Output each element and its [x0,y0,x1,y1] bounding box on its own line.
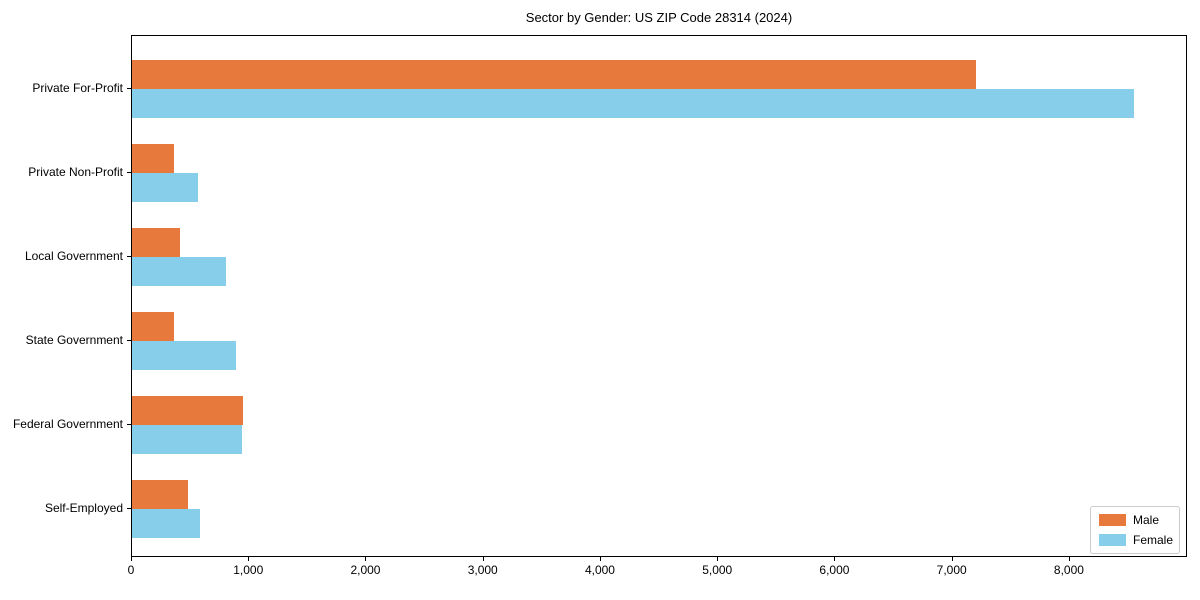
bar-male-4 [132,312,174,341]
x-tick-mark [1068,557,1070,561]
x-tick-mark [248,557,250,561]
bar-female-3 [132,257,226,286]
category-label-2: Private Non-Profit [28,165,123,179]
chart-title: Sector by Gender: US ZIP Code 28314 (202… [525,10,793,25]
x-tick-label-2000: 2,000 [350,563,381,577]
bar-male-5 [132,396,244,425]
bar-female-1 [132,89,1135,118]
legend-entry-male: Male [1099,513,1171,527]
y-tick-mark [127,256,131,257]
y-tick-mark [127,88,131,89]
x-tick-mark [365,557,367,561]
x-tick-mark [599,557,601,561]
bar-male-2 [132,144,175,173]
legend-label-male: Male [1133,513,1160,527]
x-tick-label-5000: 5,000 [702,563,733,577]
x-tick-label-8000: 8,000 [1053,563,1084,577]
plot-area: Male Female [131,35,1187,557]
x-tick-label-7000: 7,000 [936,563,967,577]
legend-label-female: Female [1133,533,1174,547]
legend-swatch-female [1099,534,1126,546]
category-label-4: State Government [25,333,123,347]
x-tick-label-3000: 3,000 [467,563,498,577]
category-label-1: Private For-Profit [32,81,123,95]
x-tick-mark [131,557,132,561]
bar-male-6 [132,480,188,509]
category-label-5: Federal Government [12,417,123,431]
x-tick-mark [951,557,953,561]
x-tick-label-1000: 1,000 [233,563,264,577]
y-tick-mark [127,172,131,173]
x-tick-mark [482,557,484,561]
bar-male-1 [132,60,977,89]
legend-entry-female: Female [1099,533,1174,547]
x-tick-mark [834,557,836,561]
category-label-6: Self-Employed [44,501,123,515]
y-tick-mark [127,424,131,425]
legend: Male Female [1090,506,1180,554]
legend-swatch-male [1099,514,1126,526]
bar-female-4 [132,341,236,370]
y-tick-mark [127,340,131,341]
category-label-3: Local Government [24,249,123,263]
bar-male-3 [132,228,181,257]
bar-female-2 [132,173,198,202]
bar-female-6 [132,509,200,538]
x-tick-label-0: 0 [127,563,135,577]
bar-female-5 [132,425,243,454]
x-tick-mark [717,557,719,561]
x-tick-label-4000: 4,000 [584,563,615,577]
x-tick-label-6000: 6,000 [819,563,850,577]
y-tick-mark [127,508,131,509]
